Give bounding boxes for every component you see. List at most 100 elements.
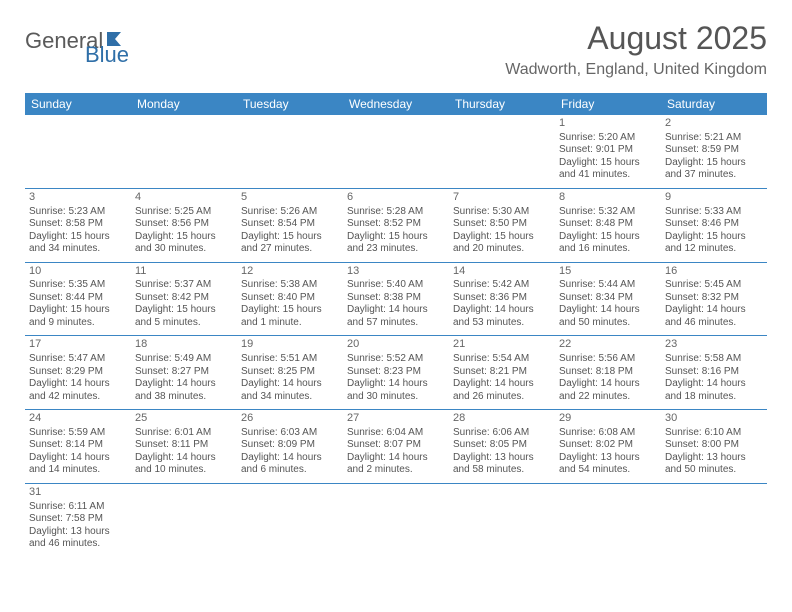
sunset-text: Sunset: 8:07 PM: [347, 439, 445, 452]
calendar-week-row: 10Sunrise: 5:35 AMSunset: 8:44 PMDayligh…: [25, 262, 767, 336]
daylight-text: Daylight: 14 hours and 26 minutes.: [453, 378, 551, 403]
day-number: 11: [135, 265, 233, 279]
calendar-day-cell: 4Sunrise: 5:25 AMSunset: 8:56 PMDaylight…: [131, 188, 237, 262]
calendar-day-cell: 8Sunrise: 5:32 AMSunset: 8:48 PMDaylight…: [555, 188, 661, 262]
day-number: 5: [241, 191, 339, 205]
calendar-day-cell: 11Sunrise: 5:37 AMSunset: 8:42 PMDayligh…: [131, 262, 237, 336]
calendar-week-row: 17Sunrise: 5:47 AMSunset: 8:29 PMDayligh…: [25, 336, 767, 410]
calendar-day-cell: 14Sunrise: 5:42 AMSunset: 8:36 PMDayligh…: [449, 262, 555, 336]
sunset-text: Sunset: 8:29 PM: [29, 366, 127, 379]
calendar-day-cell: 24Sunrise: 5:59 AMSunset: 8:14 PMDayligh…: [25, 410, 131, 484]
sunset-text: Sunset: 8:40 PM: [241, 292, 339, 305]
daylight-text: Daylight: 13 hours and 58 minutes.: [453, 452, 551, 477]
calendar-day-cell: 1Sunrise: 5:20 AMSunset: 9:01 PMDaylight…: [555, 115, 661, 188]
weekday-header: Saturday: [661, 93, 767, 115]
daylight-text: Daylight: 15 hours and 16 minutes.: [559, 231, 657, 256]
sunrise-text: Sunrise: 5:58 AM: [665, 353, 763, 366]
day-number: 3: [29, 191, 127, 205]
sunrise-text: Sunrise: 5:59 AM: [29, 427, 127, 440]
calendar-empty-cell: [237, 483, 343, 556]
daylight-text: Daylight: 15 hours and 23 minutes.: [347, 231, 445, 256]
calendar-day-cell: 30Sunrise: 6:10 AMSunset: 8:00 PMDayligh…: [661, 410, 767, 484]
sunrise-text: Sunrise: 6:11 AM: [29, 501, 127, 514]
weekday-header: Tuesday: [237, 93, 343, 115]
sunrise-text: Sunrise: 5:25 AM: [135, 206, 233, 219]
daylight-text: Daylight: 14 hours and 53 minutes.: [453, 304, 551, 329]
calendar-empty-cell: [449, 115, 555, 188]
calendar-empty-cell: [555, 483, 661, 556]
sunset-text: Sunset: 8:02 PM: [559, 439, 657, 452]
calendar-empty-cell: [131, 483, 237, 556]
daylight-text: Daylight: 14 hours and 46 minutes.: [665, 304, 763, 329]
daylight-text: Daylight: 15 hours and 20 minutes.: [453, 231, 551, 256]
weekday-header: Monday: [131, 93, 237, 115]
daylight-text: Daylight: 13 hours and 54 minutes.: [559, 452, 657, 477]
sunrise-text: Sunrise: 6:04 AM: [347, 427, 445, 440]
calendar-day-cell: 19Sunrise: 5:51 AMSunset: 8:25 PMDayligh…: [237, 336, 343, 410]
sunrise-text: Sunrise: 5:38 AM: [241, 279, 339, 292]
sunset-text: Sunset: 8:44 PM: [29, 292, 127, 305]
calendar-empty-cell: [343, 483, 449, 556]
sunset-text: Sunset: 8:21 PM: [453, 366, 551, 379]
sunset-text: Sunset: 8:58 PM: [29, 218, 127, 231]
daylight-text: Daylight: 15 hours and 37 minutes.: [665, 157, 763, 182]
calendar-empty-cell: [25, 115, 131, 188]
day-number: 23: [665, 338, 763, 352]
calendar-week-row: 24Sunrise: 5:59 AMSunset: 8:14 PMDayligh…: [25, 410, 767, 484]
calendar-day-cell: 22Sunrise: 5:56 AMSunset: 8:18 PMDayligh…: [555, 336, 661, 410]
day-number: 31: [29, 486, 127, 500]
sunset-text: Sunset: 8:59 PM: [665, 144, 763, 157]
sunset-text: Sunset: 8:50 PM: [453, 218, 551, 231]
sunrise-text: Sunrise: 5:35 AM: [29, 279, 127, 292]
sunrise-text: Sunrise: 5:21 AM: [665, 132, 763, 145]
daylight-text: Daylight: 14 hours and 22 minutes.: [559, 378, 657, 403]
sunrise-text: Sunrise: 5:44 AM: [559, 279, 657, 292]
daylight-text: Daylight: 13 hours and 50 minutes.: [665, 452, 763, 477]
sunset-text: Sunset: 8:14 PM: [29, 439, 127, 452]
title-block: August 2025 Wadworth, England, United Ki…: [505, 20, 767, 79]
calendar-day-cell: 16Sunrise: 5:45 AMSunset: 8:32 PMDayligh…: [661, 262, 767, 336]
daylight-text: Daylight: 15 hours and 12 minutes.: [665, 231, 763, 256]
sunrise-text: Sunrise: 5:26 AM: [241, 206, 339, 219]
daylight-text: Daylight: 13 hours and 46 minutes.: [29, 526, 127, 551]
sunrise-text: Sunrise: 5:23 AM: [29, 206, 127, 219]
daylight-text: Daylight: 14 hours and 42 minutes.: [29, 378, 127, 403]
sunset-text: Sunset: 8:27 PM: [135, 366, 233, 379]
sunset-text: Sunset: 8:42 PM: [135, 292, 233, 305]
sunset-text: Sunset: 8:32 PM: [665, 292, 763, 305]
day-number: 15: [559, 265, 657, 279]
calendar-day-cell: 10Sunrise: 5:35 AMSunset: 8:44 PMDayligh…: [25, 262, 131, 336]
daylight-text: Daylight: 15 hours and 9 minutes.: [29, 304, 127, 329]
calendar-day-cell: 3Sunrise: 5:23 AMSunset: 8:58 PMDaylight…: [25, 188, 131, 262]
daylight-text: Daylight: 15 hours and 27 minutes.: [241, 231, 339, 256]
sunrise-text: Sunrise: 5:37 AM: [135, 279, 233, 292]
sunrise-text: Sunrise: 5:47 AM: [29, 353, 127, 366]
sunset-text: Sunset: 7:58 PM: [29, 513, 127, 526]
sunrise-text: Sunrise: 5:33 AM: [665, 206, 763, 219]
day-number: 8: [559, 191, 657, 205]
calendar-day-cell: 2Sunrise: 5:21 AMSunset: 8:59 PMDaylight…: [661, 115, 767, 188]
day-number: 26: [241, 412, 339, 426]
sunset-text: Sunset: 8:25 PM: [241, 366, 339, 379]
sunset-text: Sunset: 8:56 PM: [135, 218, 233, 231]
day-number: 16: [665, 265, 763, 279]
calendar-day-cell: 7Sunrise: 5:30 AMSunset: 8:50 PMDaylight…: [449, 188, 555, 262]
calendar-empty-cell: [661, 483, 767, 556]
calendar-day-cell: 18Sunrise: 5:49 AMSunset: 8:27 PMDayligh…: [131, 336, 237, 410]
day-number: 12: [241, 265, 339, 279]
weekday-header: Wednesday: [343, 93, 449, 115]
sunrise-text: Sunrise: 5:56 AM: [559, 353, 657, 366]
sunrise-text: Sunrise: 5:32 AM: [559, 206, 657, 219]
calendar-day-cell: 20Sunrise: 5:52 AMSunset: 8:23 PMDayligh…: [343, 336, 449, 410]
day-number: 6: [347, 191, 445, 205]
daylight-text: Daylight: 14 hours and 2 minutes.: [347, 452, 445, 477]
calendar-day-cell: 21Sunrise: 5:54 AMSunset: 8:21 PMDayligh…: [449, 336, 555, 410]
sunrise-text: Sunrise: 6:08 AM: [559, 427, 657, 440]
day-number: 1: [559, 117, 657, 131]
sunrise-text: Sunrise: 5:28 AM: [347, 206, 445, 219]
daylight-text: Daylight: 14 hours and 38 minutes.: [135, 378, 233, 403]
sunrise-text: Sunrise: 5:42 AM: [453, 279, 551, 292]
sunrise-text: Sunrise: 5:51 AM: [241, 353, 339, 366]
calendar-week-row: 3Sunrise: 5:23 AMSunset: 8:58 PM Daylight…: [25, 188, 767, 262]
sunset-text: Sunset: 8:46 PM: [665, 218, 763, 231]
